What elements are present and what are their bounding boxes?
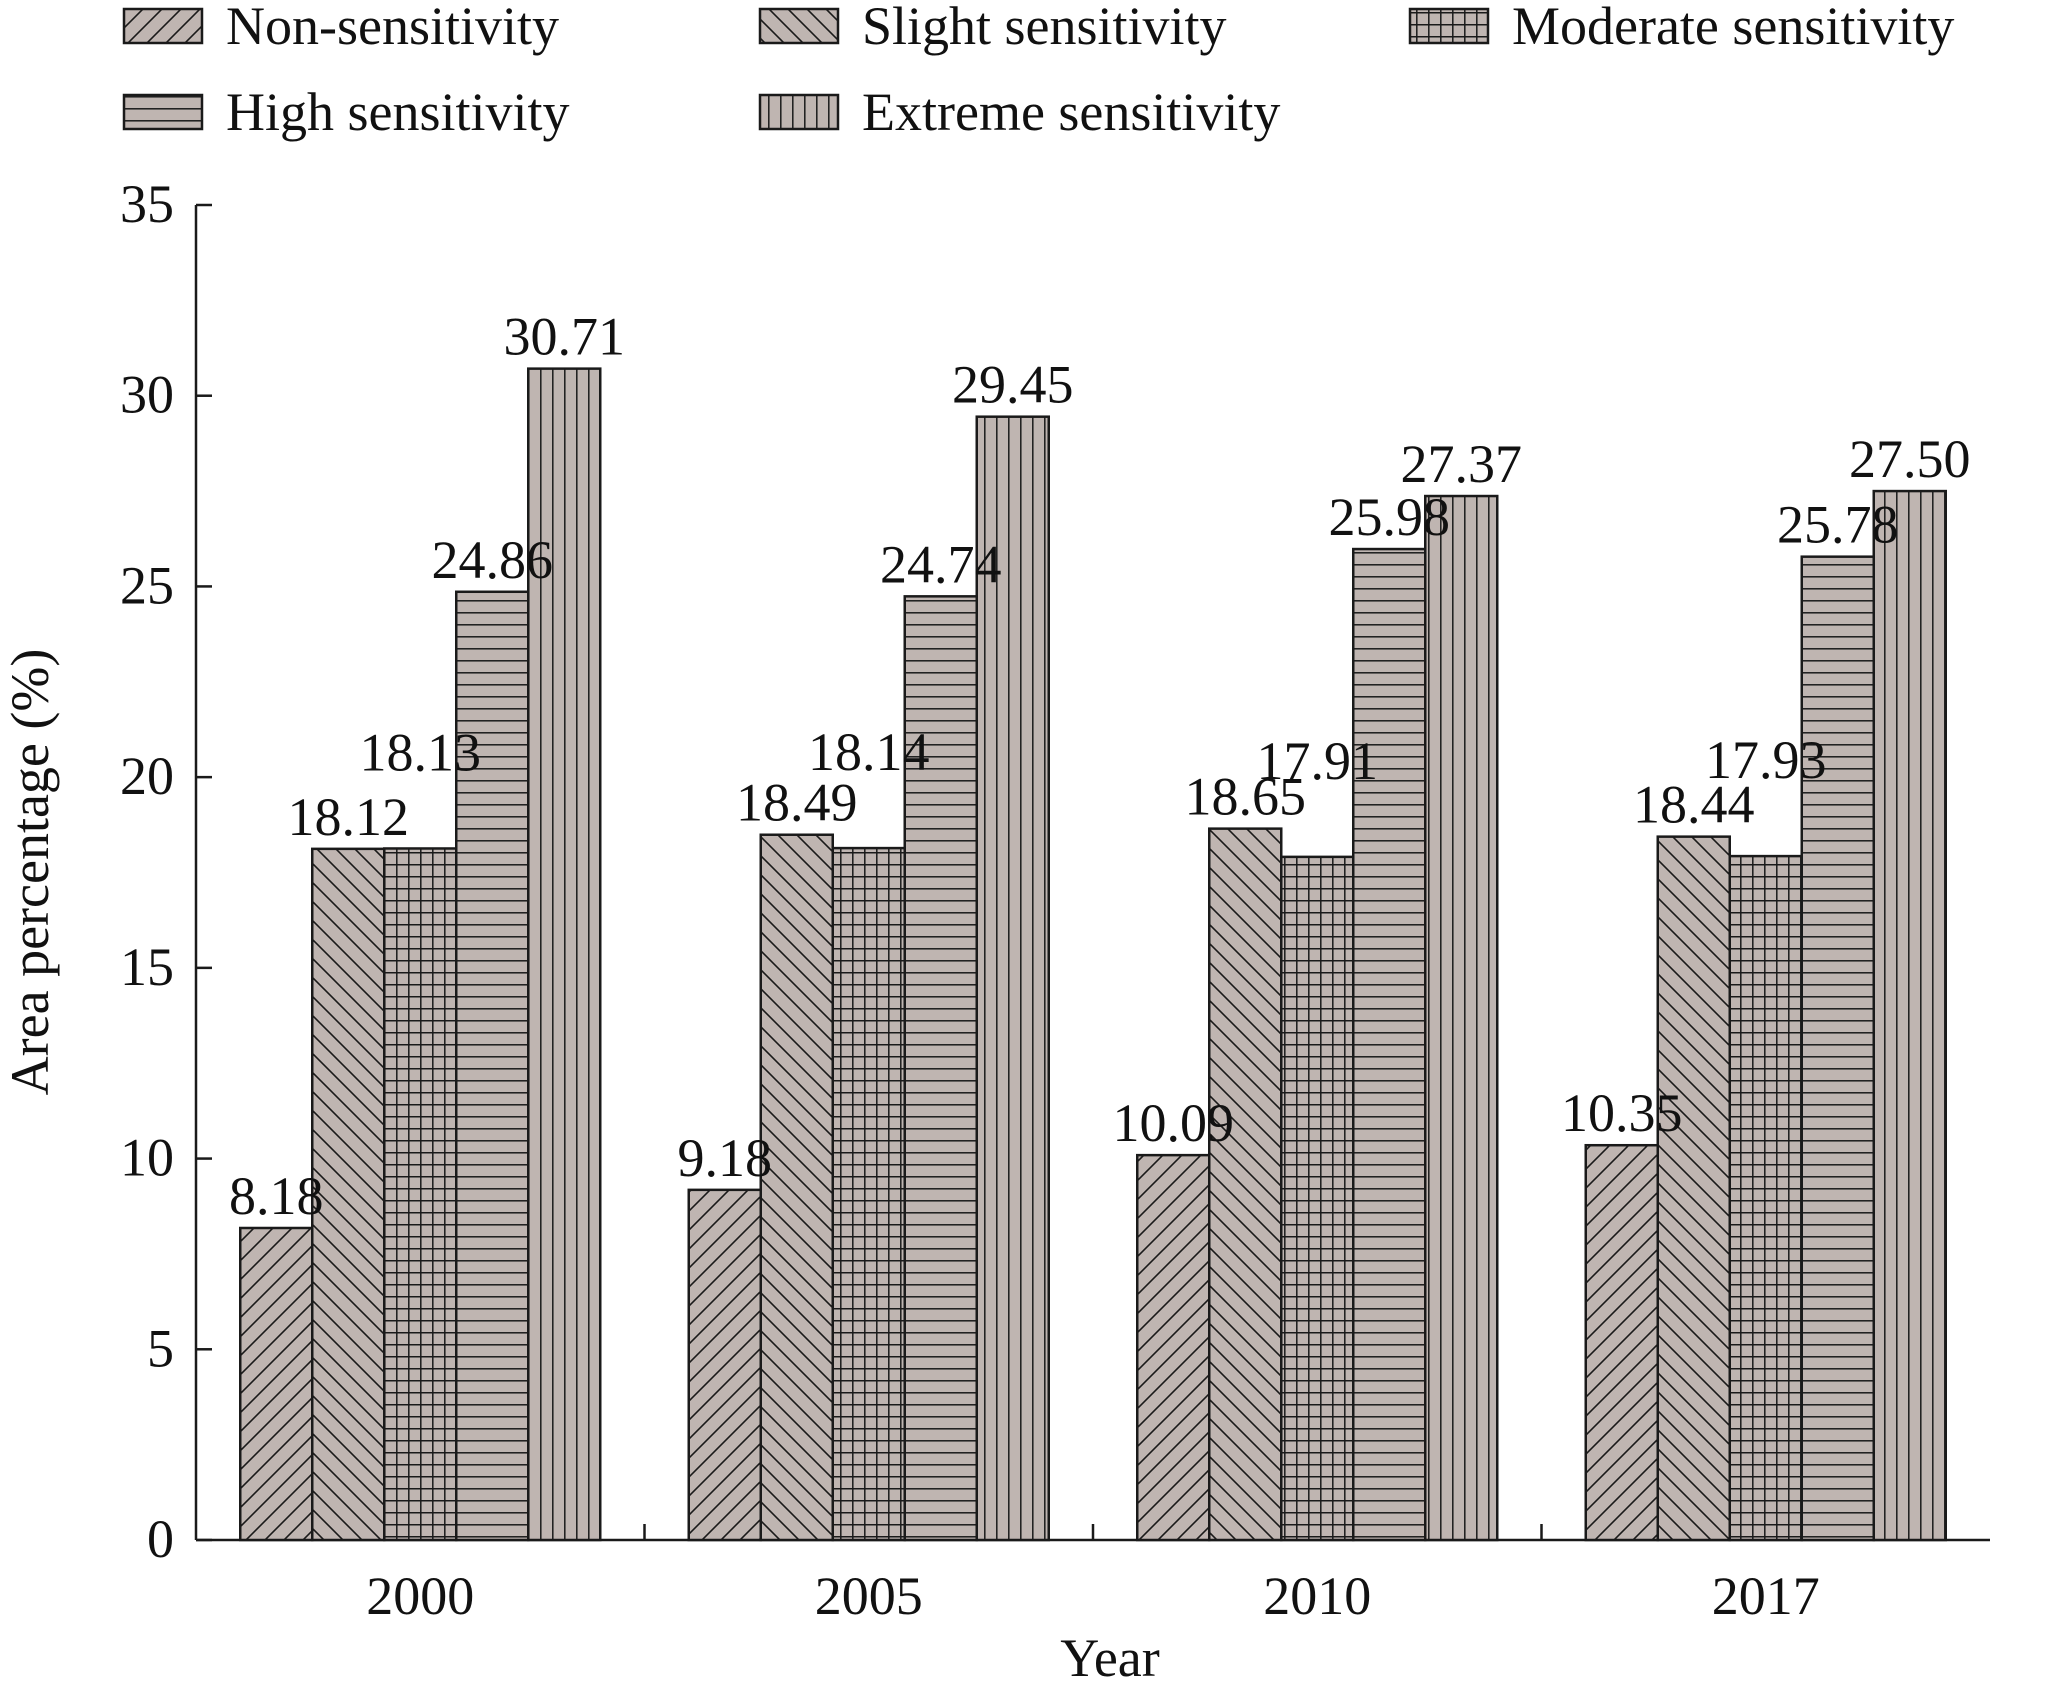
legend-item: Non-sensitivity xyxy=(122,0,559,56)
bar-value-label: 30.71 xyxy=(504,307,626,367)
x-axis-title: Year xyxy=(1060,1628,1160,1681)
x-axis-ticks: 2000 2005 2010 2017 xyxy=(366,1524,1820,1626)
y-tick-label: 15 xyxy=(120,937,174,997)
legend-label: Non-sensitivity xyxy=(226,0,559,56)
y-tick-label: 5 xyxy=(147,1318,174,1378)
legend-swatch xyxy=(122,93,204,131)
legend-item: Moderate sensitivity xyxy=(1408,0,1954,56)
legend-swatch xyxy=(1408,7,1490,45)
x-tick-label: 2000 xyxy=(366,1566,474,1626)
bar-value-label: 24.86 xyxy=(432,530,554,590)
bar-value-label: 24.74 xyxy=(880,534,1002,594)
bar-extreme-sensitivity xyxy=(975,415,1050,1542)
bar-value-label: 8.18 xyxy=(229,1166,324,1226)
bar-value-label: 18.12 xyxy=(288,787,410,847)
legend-swatch xyxy=(758,7,840,45)
x-tick-label: 2010 xyxy=(1263,1566,1371,1626)
bar-value-label: 17.93 xyxy=(1705,730,1827,790)
bar-high-sensitivity xyxy=(1352,547,1427,1542)
legend-item: Extreme sensitivity xyxy=(758,82,1280,142)
bar-value-label: 25.78 xyxy=(1777,495,1899,555)
bar-value-label: 29.45 xyxy=(952,355,1074,415)
x-tick-label: 2005 xyxy=(815,1566,923,1626)
bar-value-label: 27.50 xyxy=(1849,429,1971,489)
legend-label: High sensitivity xyxy=(226,82,570,142)
bar-moderate-sensitivity xyxy=(1280,855,1355,1542)
bar-extreme-sensitivity xyxy=(1872,489,1947,1542)
bar-slight-sensitivity xyxy=(311,847,386,1542)
legend-label: Slight sensitivity xyxy=(862,0,1227,56)
bar-non-sensitivity xyxy=(1584,1143,1659,1542)
legend-item: High sensitivity xyxy=(122,82,570,142)
bar-extreme-sensitivity xyxy=(527,367,602,1542)
bar-series xyxy=(239,367,1947,1542)
bar-non-sensitivity xyxy=(1136,1153,1211,1542)
bar-value-label: 25.98 xyxy=(1329,487,1451,547)
legend-label: Extreme sensitivity xyxy=(862,82,1280,142)
bar-value-label: 18.65 xyxy=(1185,767,1307,827)
legend-label: Moderate sensitivity xyxy=(1512,0,1954,56)
bar-moderate-sensitivity xyxy=(831,846,906,1542)
y-tick-label: 20 xyxy=(120,746,174,806)
y-tick-label: 10 xyxy=(120,1128,174,1188)
legend-swatch xyxy=(758,93,840,131)
y-axis-ticks: 0 5 10 15 20 25 30 35 xyxy=(120,174,212,1569)
y-tick-label: 35 xyxy=(120,174,174,234)
bar-high-sensitivity xyxy=(1800,555,1875,1542)
bar-value-label: 17.91 xyxy=(1257,731,1379,791)
bar-extreme-sensitivity xyxy=(1424,494,1499,1542)
bar-value-label: 18.13 xyxy=(360,722,482,782)
chart-legend: Non-sensitivity Slight sensitivity Moderat… xyxy=(122,0,1954,142)
bar-value-label: 10.35 xyxy=(1561,1083,1683,1143)
bar-high-sensitivity xyxy=(455,590,530,1542)
legend-item: Slight sensitivity xyxy=(758,0,1227,56)
bar-moderate-sensitivity xyxy=(383,847,458,1542)
bar-slight-sensitivity xyxy=(1208,827,1283,1542)
bar-value-label: 10.09 xyxy=(1113,1093,1235,1153)
y-tick-label: 30 xyxy=(120,365,174,425)
x-tick-label: 2017 xyxy=(1712,1566,1820,1626)
y-axis-title: Area percentage (%) xyxy=(0,649,60,1096)
bar-slight-sensitivity xyxy=(759,833,834,1542)
bar-value-label: 27.37 xyxy=(1401,434,1523,494)
bar-value-label: 18.44 xyxy=(1633,775,1755,835)
bar-slight-sensitivity xyxy=(1656,835,1731,1542)
y-tick-label: 25 xyxy=(120,555,174,615)
bar-non-sensitivity xyxy=(687,1188,762,1542)
bar-value-label: 18.14 xyxy=(808,722,930,782)
y-tick-label: 0 xyxy=(147,1509,174,1569)
legend-swatch xyxy=(122,7,204,45)
bar-moderate-sensitivity xyxy=(1728,854,1803,1542)
bar-high-sensitivity xyxy=(903,595,978,1542)
bar-non-sensitivity xyxy=(239,1226,314,1542)
bar-value-label: 9.18 xyxy=(678,1128,773,1188)
bar-value-label: 18.49 xyxy=(736,773,858,833)
